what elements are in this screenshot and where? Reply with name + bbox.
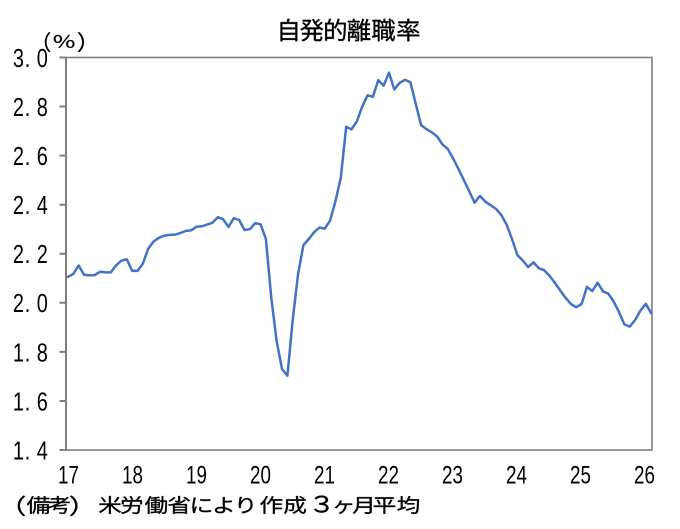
svg-text:1: 1 — [13, 387, 24, 416]
svg-text:.: . — [25, 240, 31, 269]
svg-text:6: 6 — [37, 142, 48, 171]
svg-text:2: 2 — [13, 93, 24, 122]
svg-text:22: 22 — [378, 461, 399, 489]
svg-text:2: 2 — [13, 289, 24, 318]
svg-text:.: . — [25, 43, 31, 72]
svg-text:4: 4 — [37, 436, 48, 465]
svg-text:3: 3 — [13, 43, 24, 72]
svg-text:19: 19 — [186, 461, 207, 489]
svg-text:25: 25 — [570, 461, 591, 489]
svg-text:23: 23 — [442, 461, 463, 489]
svg-text:6: 6 — [37, 387, 48, 416]
svg-text:24: 24 — [506, 461, 527, 489]
svg-text:2: 2 — [37, 240, 48, 269]
svg-text:2: 2 — [13, 142, 24, 171]
svg-text:17: 17 — [58, 461, 79, 489]
svg-text:.: . — [25, 338, 31, 367]
svg-text:18: 18 — [122, 461, 143, 489]
svg-text:.: . — [25, 436, 31, 465]
svg-text:8: 8 — [37, 338, 48, 367]
svg-text:1: 1 — [13, 338, 24, 367]
svg-text:1: 1 — [13, 436, 24, 465]
svg-text:4: 4 — [37, 191, 48, 220]
svg-text:.: . — [25, 93, 31, 122]
svg-text:0: 0 — [37, 289, 48, 318]
svg-text:0: 0 — [37, 43, 48, 72]
svg-text:8: 8 — [37, 93, 48, 122]
svg-text:20: 20 — [250, 461, 271, 489]
svg-text:26: 26 — [634, 461, 655, 489]
svg-text:2: 2 — [13, 191, 24, 220]
svg-text:.: . — [25, 191, 31, 220]
svg-text:.: . — [25, 387, 31, 416]
svg-text:21: 21 — [314, 461, 335, 489]
svg-text:2: 2 — [13, 240, 24, 269]
svg-text:.: . — [25, 289, 31, 318]
svg-text:.: . — [25, 142, 31, 171]
